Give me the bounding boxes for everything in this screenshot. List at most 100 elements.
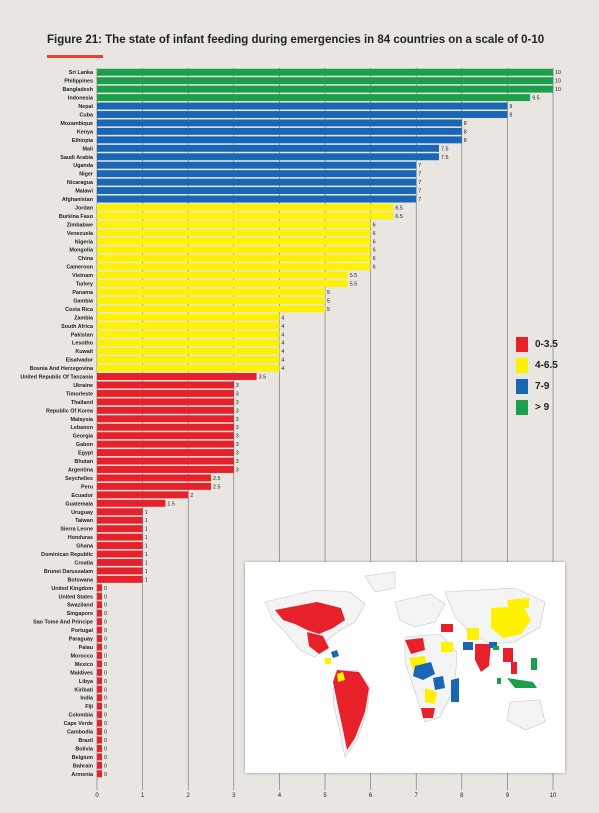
value-label: 0 <box>104 670 107 676</box>
bar <box>97 423 234 431</box>
category-label: Georgia <box>73 434 94 440</box>
category-label: Colombia <box>68 713 94 719</box>
value-label: 0 <box>104 611 107 617</box>
bar <box>97 296 325 304</box>
bar <box>97 170 417 178</box>
category-label: Palau <box>79 645 93 651</box>
value-label: 3 <box>236 467 239 473</box>
value-label: 4 <box>281 332 284 338</box>
value-label: 4 <box>281 324 284 330</box>
category-label: Bangladesh <box>62 87 93 93</box>
value-label: 6.5 <box>395 205 403 211</box>
value-label: 0 <box>104 586 107 592</box>
bar <box>97 339 280 347</box>
bar <box>97 592 102 600</box>
category-label: Botswana <box>68 577 94 583</box>
category-label: Gabon <box>76 442 93 448</box>
bar <box>97 373 257 380</box>
x-tick-label: 10 <box>550 793 557 799</box>
category-label: Saudi Arabia <box>60 155 94 161</box>
value-label: 4 <box>281 349 284 355</box>
category-label: Costa Rica <box>65 307 94 313</box>
category-label: Kenya <box>77 129 94 135</box>
bar <box>97 161 417 169</box>
category-label: Ghana <box>76 544 94 550</box>
value-label: 0 <box>104 628 107 634</box>
value-label: 7 <box>418 163 421 169</box>
category-label: Dominican Republic <box>41 552 93 558</box>
category-label: Kiribati <box>74 687 93 693</box>
bar <box>97 280 348 288</box>
bar <box>97 677 102 685</box>
x-tick-label: 5 <box>323 793 327 799</box>
x-tick-label: 1 <box>141 793 145 799</box>
bar <box>97 643 102 651</box>
value-label: 0 <box>104 763 107 769</box>
bar <box>97 466 234 473</box>
category-label: Cape Verde <box>64 721 93 727</box>
legend-item-3: > 9 <box>516 397 558 417</box>
category-label: United States <box>59 594 93 600</box>
value-label: 0 <box>104 730 107 736</box>
world-map-image <box>264 571 546 758</box>
category-label: Sierra Leone <box>60 527 93 533</box>
category-label: Ecuador <box>71 493 93 499</box>
value-label: 7 <box>418 189 421 195</box>
bar <box>97 347 280 355</box>
value-label: 0 <box>104 721 107 727</box>
legend-label: > 9 <box>535 401 550 413</box>
bar <box>97 711 102 719</box>
legend-swatch <box>516 357 528 373</box>
value-label: 0 <box>104 696 107 702</box>
value-label: 6 <box>373 231 376 237</box>
category-label: Maldives <box>70 670 93 676</box>
bar <box>97 389 234 397</box>
value-label: 4 <box>281 315 284 321</box>
bar <box>97 660 102 668</box>
value-label: 5 <box>327 290 330 296</box>
value-label: 1 <box>145 510 148 516</box>
x-tick-label: 8 <box>460 793 464 799</box>
bar <box>97 406 234 414</box>
value-label: 3 <box>236 434 239 440</box>
bar <box>97 271 348 279</box>
value-label: 0 <box>104 738 107 744</box>
value-label: 3 <box>236 408 239 414</box>
bar <box>97 651 102 659</box>
value-label: 3 <box>236 459 239 465</box>
value-label: 9 <box>509 112 512 118</box>
value-label: 5.5 <box>350 282 358 288</box>
value-label: 8 <box>464 121 467 127</box>
x-tick-label: 0 <box>95 793 99 799</box>
value-label: 10 <box>555 87 561 93</box>
value-label: 0 <box>104 679 107 685</box>
value-label: 7.5 <box>441 146 449 152</box>
category-label: Uruguay <box>71 510 93 516</box>
category-label: Burkina Faso <box>59 214 94 220</box>
category-label: Sao Tome And Principe <box>33 620 93 626</box>
value-label: 3 <box>236 442 239 448</box>
value-label: 5 <box>327 307 330 313</box>
bar <box>97 330 280 338</box>
category-label: Sri Lanka <box>69 70 94 76</box>
category-label: United Republic Of Tanzania <box>20 375 94 381</box>
category-label: Elsalvador <box>66 358 94 364</box>
category-label: Indonesia <box>68 96 94 102</box>
value-label: 7 <box>418 180 421 186</box>
bar <box>97 753 102 761</box>
bar <box>97 85 553 93</box>
bar <box>97 237 371 245</box>
category-label: Swaziland <box>67 603 93 609</box>
value-label: 4 <box>281 341 284 347</box>
value-label: 1.5 <box>167 501 175 507</box>
bar <box>97 719 102 727</box>
value-label: 0 <box>104 594 107 600</box>
value-label: 8 <box>464 129 467 135</box>
category-label: United Kingdom <box>51 586 93 592</box>
value-label: 6.5 <box>395 214 403 220</box>
category-label: Brunei Darussalam <box>44 569 93 575</box>
bar <box>97 77 553 85</box>
category-label: Argentina <box>68 467 94 473</box>
bar <box>97 626 102 634</box>
